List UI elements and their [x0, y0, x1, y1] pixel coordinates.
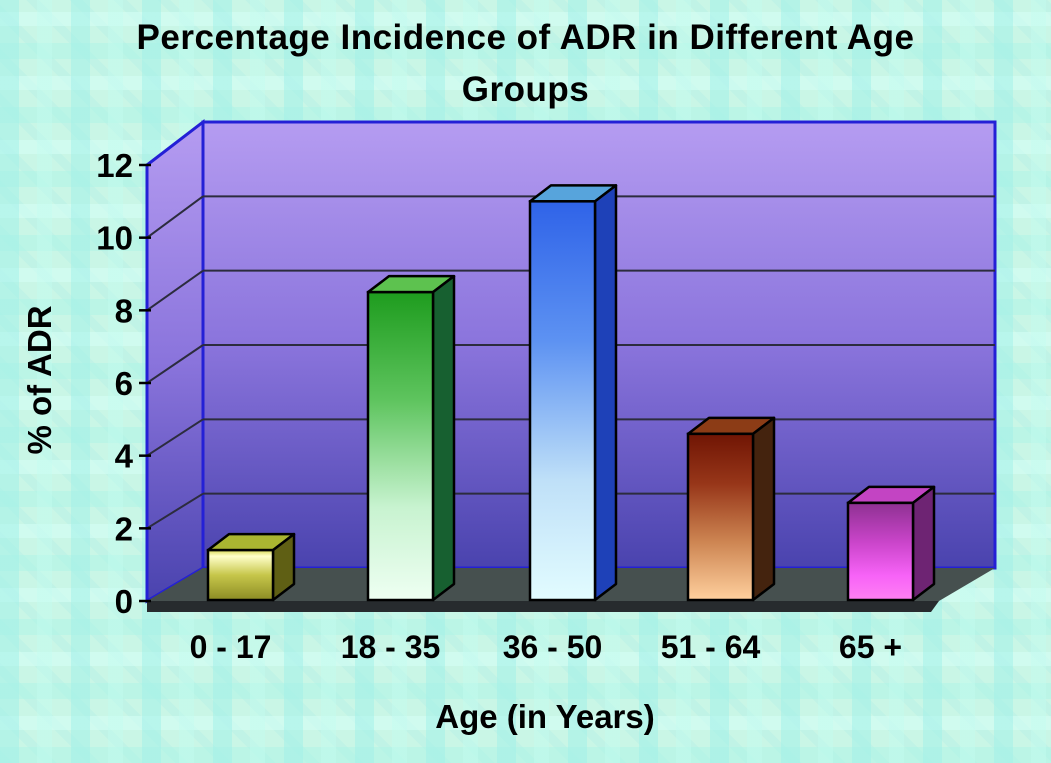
bar-front-face-18-35 [366, 290, 435, 602]
bar-front-face-0-17 [206, 548, 275, 602]
chart-title-line-2: Groups [461, 70, 590, 109]
bar-side-face-18-35 [431, 274, 456, 602]
bar-side-face-65-+ [911, 485, 936, 602]
bar-side-face-51-64 [751, 416, 776, 602]
x-category-label-3: 51 - 64 [661, 629, 761, 665]
gridline-side-8 [146, 269, 204, 312]
y-tick-label-2: 2 [115, 510, 133, 547]
chart-title: Percentage Incidence of ADR in Different… [46, 12, 1006, 116]
bar-front-face-36-50 [528, 200, 597, 602]
bar-65-+ [846, 485, 936, 602]
y-tick-label-12: 12 [96, 147, 133, 184]
bar-front-face-51-64 [686, 432, 755, 602]
y-tick-label-4: 4 [115, 438, 134, 475]
y-tick-label-10: 10 [96, 220, 133, 257]
x-category-label-0: 0 - 17 [190, 629, 272, 665]
gridline-side-2 [146, 492, 204, 530]
chart-floor-front-edge [147, 601, 939, 612]
bar-side-face-36-50 [593, 184, 618, 602]
y-tick-label-6: 6 [115, 365, 133, 402]
chart-left-wall [145, 118, 205, 604]
x-category-label-2: 36 - 50 [503, 629, 603, 665]
gridline-side-4 [146, 418, 204, 457]
x-category-label-1: 18 - 35 [341, 629, 441, 665]
bar-front-face-65-+ [846, 501, 915, 602]
bar-36-50 [528, 184, 618, 602]
y-tick-label-0: 0 [115, 583, 133, 620]
y-tick-label-8: 8 [115, 292, 133, 329]
x-axis-title: Age (in Years) [435, 698, 655, 735]
bar-0-17 [206, 532, 296, 602]
gridline-side-6 [146, 344, 204, 384]
x-category-label-4: 65 + [839, 629, 902, 665]
bar-18-35 [366, 274, 456, 602]
chart-title-line-1: Percentage Incidence of ADR in Different… [136, 18, 915, 57]
bar-51-64 [686, 416, 776, 602]
gridline-side-10 [146, 195, 204, 239]
